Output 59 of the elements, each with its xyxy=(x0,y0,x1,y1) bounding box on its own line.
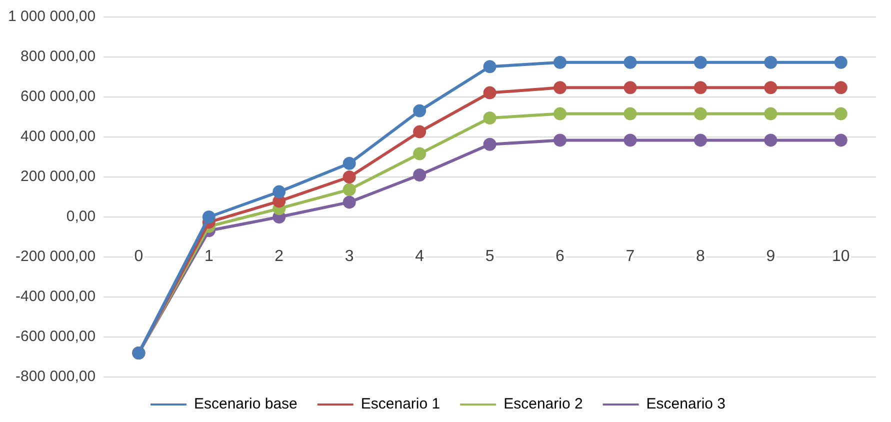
point xyxy=(202,210,216,224)
point xyxy=(834,81,848,94)
point xyxy=(342,196,356,209)
x-tick-label: 10 xyxy=(832,248,850,266)
point xyxy=(834,107,848,120)
x-tick-label: 1 xyxy=(204,248,214,266)
point xyxy=(413,125,426,138)
point xyxy=(342,183,356,196)
x-tick-label: 4 xyxy=(415,248,424,266)
point xyxy=(694,81,707,94)
point xyxy=(624,56,637,69)
y-tick-label: 400 000,00 xyxy=(20,128,96,146)
y-tick-label: 200 000,00 xyxy=(20,168,96,186)
legend-label: Escenario 1 xyxy=(360,396,440,413)
y-tick-label: 800 000,00 xyxy=(20,48,96,66)
point xyxy=(694,134,707,147)
x-tick-label: 9 xyxy=(766,248,776,266)
point xyxy=(764,134,778,147)
y-tick-label: -400 000,00 xyxy=(16,288,96,306)
y-tick-label: -800 000,00 xyxy=(16,368,96,386)
x-tick-label: 7 xyxy=(626,248,635,266)
legend-label: Escenario 3 xyxy=(646,396,726,413)
point xyxy=(834,56,848,69)
y-tick-label: 600 000,00 xyxy=(20,88,96,106)
point xyxy=(764,81,778,94)
y-tick-label: -200 000,00 xyxy=(16,248,96,266)
point xyxy=(483,60,496,74)
point xyxy=(834,134,848,147)
point xyxy=(764,56,778,69)
point xyxy=(413,168,426,182)
point xyxy=(624,134,637,147)
x-tick-label: 6 xyxy=(556,248,565,266)
x-tick-label: 8 xyxy=(696,248,705,266)
point xyxy=(554,81,567,94)
x-tick-label: 5 xyxy=(485,248,494,266)
point xyxy=(342,170,356,184)
y-tick-label: 1 000 000,00 xyxy=(8,8,96,26)
point xyxy=(554,134,567,147)
point xyxy=(342,156,356,170)
point xyxy=(624,81,637,94)
point xyxy=(554,56,567,69)
point xyxy=(694,56,707,69)
x-tick-label: 2 xyxy=(274,248,284,266)
legend-label: Escenario 2 xyxy=(504,396,583,413)
point xyxy=(483,112,496,124)
point xyxy=(272,185,286,198)
point xyxy=(554,107,567,120)
point xyxy=(764,107,778,120)
point xyxy=(694,107,707,120)
point xyxy=(413,147,426,160)
point xyxy=(483,138,496,151)
point xyxy=(624,107,637,120)
x-tick-label: 0 xyxy=(134,248,144,266)
x-tick-label: 3 xyxy=(344,248,354,266)
y-tick-label: -600 000,00 xyxy=(16,328,96,346)
point xyxy=(413,104,426,118)
point xyxy=(483,86,496,100)
legend-label: Escenario base xyxy=(194,396,298,413)
y-tick-label: 0,00 xyxy=(66,208,96,226)
